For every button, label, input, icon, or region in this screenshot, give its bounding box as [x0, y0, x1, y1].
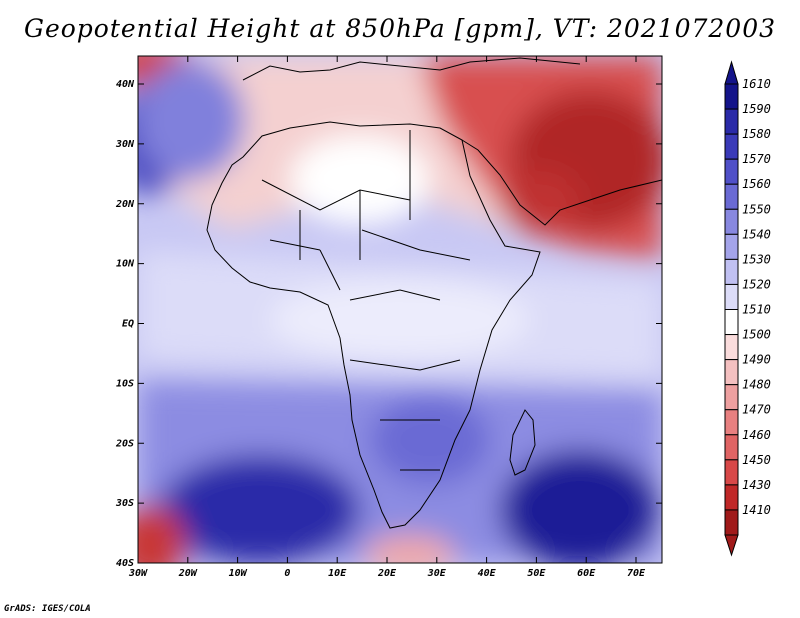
colorbar-label: 1610 [742, 77, 771, 91]
colorbar: 1610 1590 1580 1570 1560 1550 1540 1530 1520 1510… [724, 60, 771, 557]
coastlines [206, 57, 662, 529]
colorbar-label: 1430 [742, 478, 771, 492]
colorbar-top-arrow [724, 60, 739, 85]
colorbar-swatch [724, 208, 739, 235]
lon-label: 20E [377, 568, 397, 579]
colorbar-label: 1550 [742, 202, 771, 216]
lat-label: EQ [122, 319, 134, 330]
colorbar-label: 1560 [742, 177, 771, 191]
africa-coastline [206, 121, 541, 529]
madagascar [509, 409, 536, 476]
lon-label: 0 [284, 568, 290, 579]
lon-label: 10W [229, 568, 248, 579]
latitude-axis: 40N 30N 20N 10N EQ 10S 20S 30S 40S [115, 79, 662, 569]
europe-coast [242, 57, 581, 81]
colorbar-swatch [724, 158, 739, 185]
colorbar-label: 1530 [742, 252, 771, 266]
lon-label: 10E [328, 568, 347, 579]
colorbar-swatch [724, 309, 739, 336]
map-title: Geopotential Height at 850hPa [gpm], VT:… [23, 14, 777, 43]
colorbar-label: 1470 [742, 403, 771, 417]
colorbar-label: 1570 [742, 152, 771, 166]
colorbar-label: 1410 [742, 503, 771, 517]
colorbar-swatch [724, 83, 739, 110]
lon-label: 70E [627, 568, 646, 579]
colorbar-label: 1520 [742, 277, 771, 291]
colorbar-label: 1510 [742, 303, 771, 317]
colorbar-label: 1500 [742, 328, 771, 342]
lon-label: 50E [527, 568, 546, 579]
colorbar-label: 1460 [742, 428, 771, 442]
colorbar-label: 1490 [742, 353, 771, 367]
colorbar-swatch [724, 459, 739, 486]
colorbar-label: 1450 [742, 453, 771, 467]
colorbar-label: 1540 [742, 227, 771, 241]
colorbar-swatch [724, 108, 739, 135]
colorbar-swatch [724, 133, 739, 160]
colorbar-swatch [724, 484, 739, 511]
colorbar-swatch [724, 283, 739, 311]
colorbar-swatch [724, 409, 739, 436]
colorbar-swatch [724, 509, 739, 536]
lat-label: 40N [116, 79, 135, 90]
lat-label: 10N [116, 259, 135, 270]
colorbar-swatch [724, 434, 739, 461]
colorbar-swatch [724, 258, 739, 285]
lon-label: 30E [427, 568, 447, 579]
height-field [138, 56, 662, 563]
colorbar-swatch [724, 359, 739, 386]
lon-label: 40E [478, 568, 497, 579]
colorbar-swatch [724, 233, 739, 260]
lat-label: 20N [115, 199, 135, 210]
arabia-coast [461, 139, 662, 226]
colorbar-label: 1580 [742, 127, 771, 141]
colorbar-bottom-arrow [724, 534, 739, 557]
lat-label: 40S [116, 558, 134, 569]
grads-credit: GrADS: IGES/COLA [4, 604, 91, 614]
border-lines [261, 130, 471, 471]
colorbar-swatch [724, 334, 739, 361]
map-frame [137, 55, 663, 564]
lat-label: 30N [115, 139, 135, 150]
colorbar-swatch [724, 384, 739, 411]
colorbar-label: 1480 [742, 378, 771, 392]
lon-label: 30W [128, 568, 148, 579]
longitude-axis: 30W 20W 10W 0 10E 20E 30E 40E 50E 60E 70E [128, 56, 646, 579]
lat-label: 30S [115, 498, 134, 509]
colorbar-swatch [724, 183, 739, 210]
lat-label: 10S [116, 378, 134, 389]
colorbar-label: 1590 [742, 102, 771, 116]
lon-label: 20W [178, 568, 198, 579]
lat-label: 20S [115, 438, 134, 449]
lon-label: 60E [577, 568, 596, 579]
